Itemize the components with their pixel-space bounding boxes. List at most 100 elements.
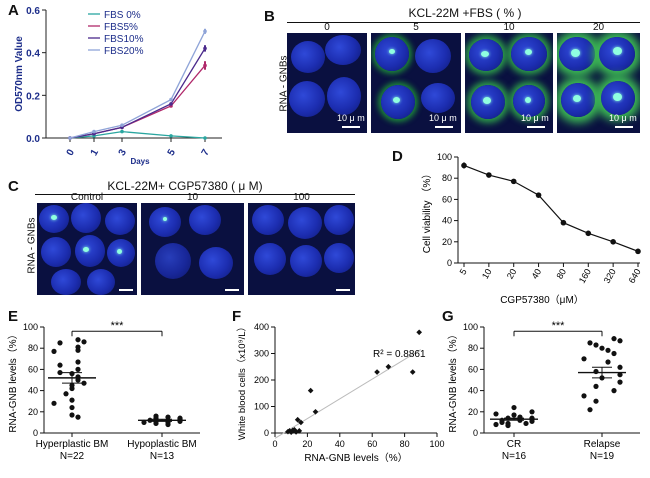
nucleus (149, 207, 181, 237)
scale-bar-label: 10 μ m (609, 113, 637, 123)
rna-granule (481, 51, 489, 57)
nucleus (199, 247, 233, 279)
nucleus (51, 269, 81, 295)
data-point (611, 336, 617, 342)
panel-c-col-label-100: 100 (293, 192, 310, 203)
data-point (461, 162, 467, 169)
panel-c-title: KCL-22M+ CGP57380 ( μ M) (107, 179, 263, 193)
panel-letter-d: D (392, 148, 403, 165)
x-tick-label: 3 (117, 147, 130, 158)
regression-line (275, 350, 421, 439)
data-point (635, 248, 641, 255)
scale-bar (435, 126, 453, 128)
x-tick-label: 20 (302, 439, 312, 449)
r-squared-annotation: R² = 0.8861 (373, 349, 426, 360)
data-point (57, 369, 63, 376)
y-tick-label: 100 (254, 402, 269, 412)
micrograph-fbs-10: 10 μ m (465, 33, 553, 133)
scale-bar-label: 10 μ m (429, 113, 457, 123)
rna-granule (117, 249, 122, 254)
data-point (523, 420, 529, 427)
rna-granule (613, 47, 622, 55)
data-point (75, 377, 81, 383)
data-point (75, 366, 81, 372)
x-axis-label: Days (130, 157, 150, 166)
data-point (560, 219, 567, 226)
panel-c-side-label: RNA - GNBs (26, 217, 38, 274)
x-tick-label: 7 (200, 147, 213, 158)
significance-stars: *** (552, 320, 566, 332)
data-point (593, 342, 599, 348)
data-point (493, 411, 499, 417)
data-point (81, 339, 87, 345)
data-point (169, 134, 173, 138)
panel-letter-c: C (8, 178, 19, 195)
y-tick-label: 200 (254, 375, 269, 385)
data-point (63, 391, 69, 397)
data-point (593, 398, 599, 404)
rna-granule (525, 97, 531, 103)
chart-a: 0.0 0.2 0.4 0.6 0 1 3 5 7 Days OD570nm Value FBS 0%… (14, 6, 222, 166)
x-tick-label: Hypoplastic BM (127, 439, 196, 450)
x-tick-label: 80 (554, 267, 568, 281)
chart-e: 0 20 40 60 80 100 RNA-GNB levels（%） Hyperplasti… (7, 320, 200, 462)
y-tick-label: 100 (463, 322, 478, 332)
nucleus (71, 203, 101, 233)
x-axis-label: RNA-GNB levels（%） (304, 452, 407, 464)
y-tick-label: 40 (468, 386, 478, 396)
micrograph-fbs-20: 10 μ m (557, 33, 640, 133)
data-point (617, 379, 623, 385)
scale-bar-label: 10 μ m (521, 113, 549, 123)
series-line (69, 65, 206, 139)
x-tick-label: 5 (166, 147, 179, 158)
scale-bar (342, 126, 360, 128)
panel-b-title: KCL-22M +FBS ( % ) (408, 6, 522, 20)
data-point (605, 347, 611, 353)
y-tick-label: 0.4 (26, 49, 40, 60)
x-tick-label: 320 (602, 267, 618, 285)
rna-granule (51, 215, 57, 220)
data-point (57, 340, 63, 346)
data-point (486, 172, 492, 178)
data-point (611, 388, 617, 394)
nucleus (252, 205, 284, 235)
y-axis-label: RNA-GNB levels（%） (7, 329, 19, 432)
panel-b-col-label-5: 5 (413, 22, 419, 33)
group-n-label: N=22 (60, 451, 85, 462)
panel-b-col-label-10: 10 (503, 22, 515, 33)
scale-bar (527, 126, 545, 128)
panel-b-col-label-20: 20 (592, 22, 605, 33)
data-point (69, 385, 75, 392)
data-point (409, 369, 416, 375)
scale-bar-label: 10 μ m (337, 113, 365, 123)
rna-granule (389, 49, 395, 54)
data-point (203, 29, 207, 34)
data-point (535, 192, 542, 198)
rna-granule (525, 49, 532, 55)
data-point (177, 418, 183, 424)
data-point (529, 418, 535, 424)
data-point (81, 380, 87, 386)
series-line (463, 164, 639, 252)
data-point (169, 102, 173, 106)
micrograph-control (37, 203, 137, 295)
legend-label: FBS5% (104, 22, 138, 33)
x-tick-label: Relapse (584, 439, 621, 450)
panel-c-col-label-control: Control (70, 192, 104, 203)
data-point (51, 348, 57, 354)
rna-granule (483, 97, 491, 104)
group-n-label: N=16 (502, 451, 527, 462)
nucleus (324, 243, 354, 273)
nucleus (254, 243, 286, 275)
data-point (92, 129, 96, 134)
data-point (75, 359, 81, 365)
data-point (374, 369, 380, 375)
chart-g: 0 20 40 60 80 100 RNA-GNB levels（%） CRN=16 Relap… (447, 320, 640, 462)
y-tick-label: 0 (33, 428, 38, 438)
data-point (416, 329, 423, 336)
data-point (203, 136, 207, 140)
data-point (581, 393, 587, 399)
rna-granule (393, 97, 400, 103)
group-n-label: N=13 (150, 451, 175, 462)
panel-b-col-label-0: 0 (324, 22, 330, 33)
